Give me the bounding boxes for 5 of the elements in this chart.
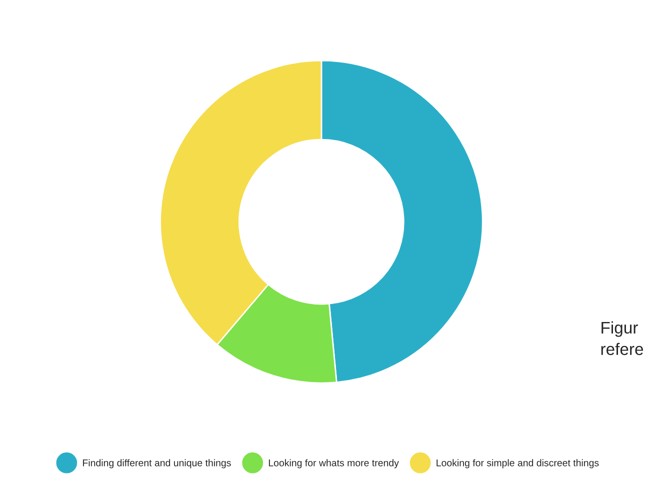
text: refere [601,342,644,356]
legend-label: Finding different and unique things [83,459,231,468]
text: Figur [602,321,638,337]
legend-label: Looking for simple and discreet things [436,459,599,468]
legend-label: Looking for whats more trendy [268,459,399,468]
